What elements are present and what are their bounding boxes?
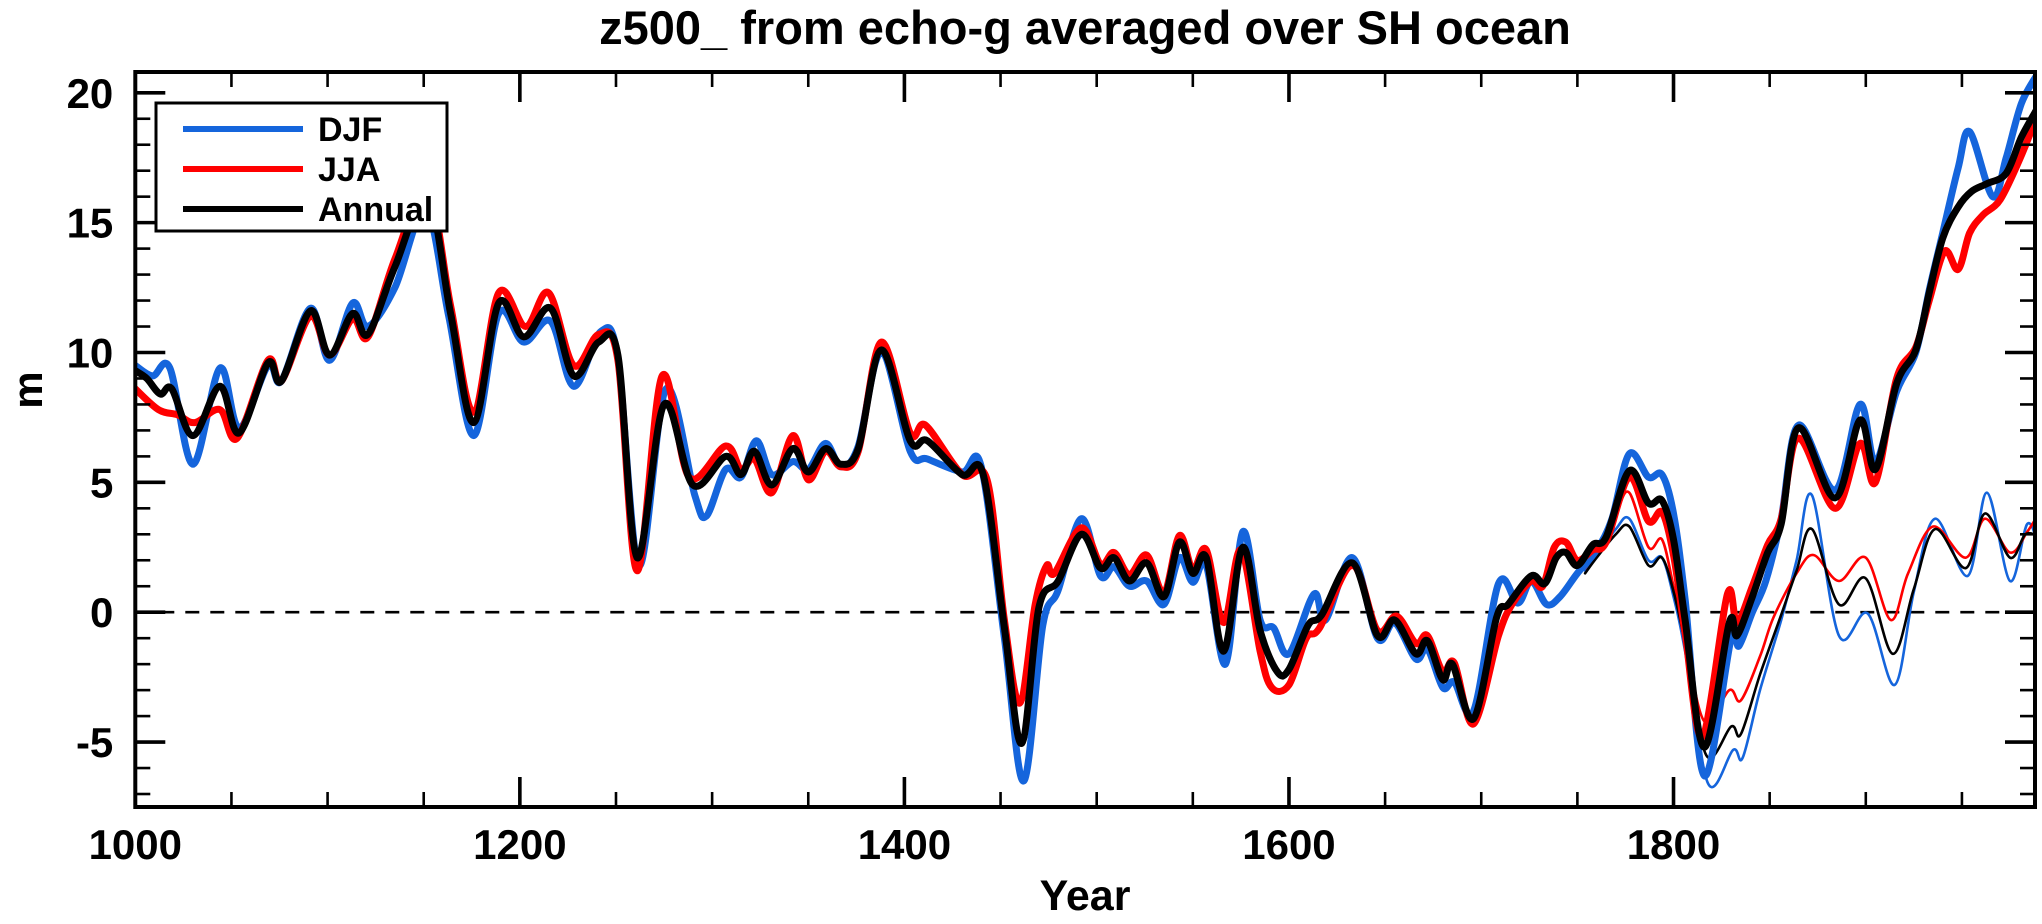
series-djf-second-member-thin-path	[1583, 491, 2036, 789]
legend-label-djf: DJF	[318, 111, 382, 149]
x-tick-label: 1800	[1627, 821, 1720, 868]
legend-label-jja: JJA	[318, 151, 380, 189]
y-tick-label: 20	[67, 70, 114, 117]
x-tick-label: 1400	[858, 821, 951, 868]
x-tick-label: 1600	[1242, 821, 1335, 868]
plot-frame	[133, 70, 2037, 809]
y-axis-label: m	[4, 371, 51, 409]
y-tick-label: 10	[67, 329, 114, 376]
y-tick-label: 0	[90, 589, 113, 636]
y-tick-label: 15	[67, 200, 114, 247]
y-tick-label: -5	[76, 719, 113, 766]
chart-title: z500_ from echo-g averaged over SH ocean	[599, 1, 1571, 54]
x-tick-label: 1200	[473, 821, 566, 868]
x-axis-label: Year	[1039, 872, 1131, 920]
y-tick-label: 5	[90, 459, 113, 506]
x-tick-label: 1000	[89, 821, 182, 868]
series-annual-path	[134, 103, 2036, 751]
series-jja-second-member-thin-path	[1583, 490, 2036, 724]
legend-label-annual: Annual	[318, 191, 433, 229]
series-annual-second-member-thin-path	[1583, 512, 2036, 760]
